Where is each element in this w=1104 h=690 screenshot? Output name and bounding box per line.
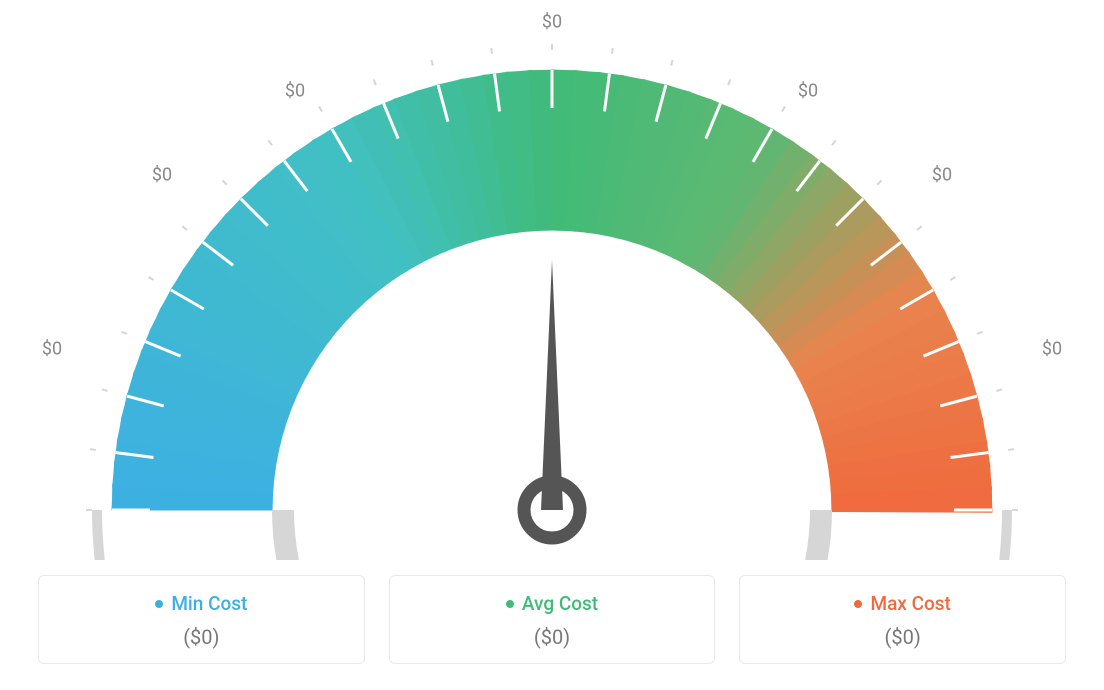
gauge-svg — [0, 0, 1104, 560]
legend-dot-max — [854, 600, 862, 608]
gauge-tick-label: $0 — [798, 81, 818, 102]
legend-value-avg: ($0) — [400, 625, 705, 649]
gauge-tick-label: $0 — [285, 81, 305, 102]
legend-value-min: ($0) — [49, 625, 354, 649]
legend-title-max: Max Cost — [854, 592, 950, 615]
gauge-area: $0 $0 $0 $0 $0 $0 $0 — [0, 0, 1104, 560]
legend-dot-min — [155, 600, 163, 608]
gauge-chart-container: $0 $0 $0 $0 $0 $0 $0 Min Cost ($0) Avg Cost ($… — [0, 0, 1104, 690]
legend-title-avg: Avg Cost — [506, 592, 598, 615]
gauge-tick-label: $0 — [542, 12, 562, 33]
legend-card-min: Min Cost ($0) — [38, 575, 365, 664]
legend-row: Min Cost ($0) Avg Cost ($0) Max Cost ($0… — [38, 575, 1066, 664]
legend-value-max: ($0) — [750, 625, 1055, 649]
legend-card-max: Max Cost ($0) — [739, 575, 1066, 664]
legend-card-avg: Avg Cost ($0) — [389, 575, 716, 664]
legend-label-avg: Avg Cost — [522, 592, 598, 615]
gauge-tick-label: $0 — [152, 165, 172, 186]
gauge-tick-label: $0 — [932, 165, 952, 186]
legend-dot-avg — [506, 600, 514, 608]
gauge-tick-label: $0 — [42, 339, 62, 360]
gauge-tick-label: $0 — [1042, 339, 1062, 360]
legend-title-min: Min Cost — [155, 592, 247, 615]
legend-label-max: Max Cost — [870, 592, 950, 615]
legend-label-min: Min Cost — [171, 592, 247, 615]
